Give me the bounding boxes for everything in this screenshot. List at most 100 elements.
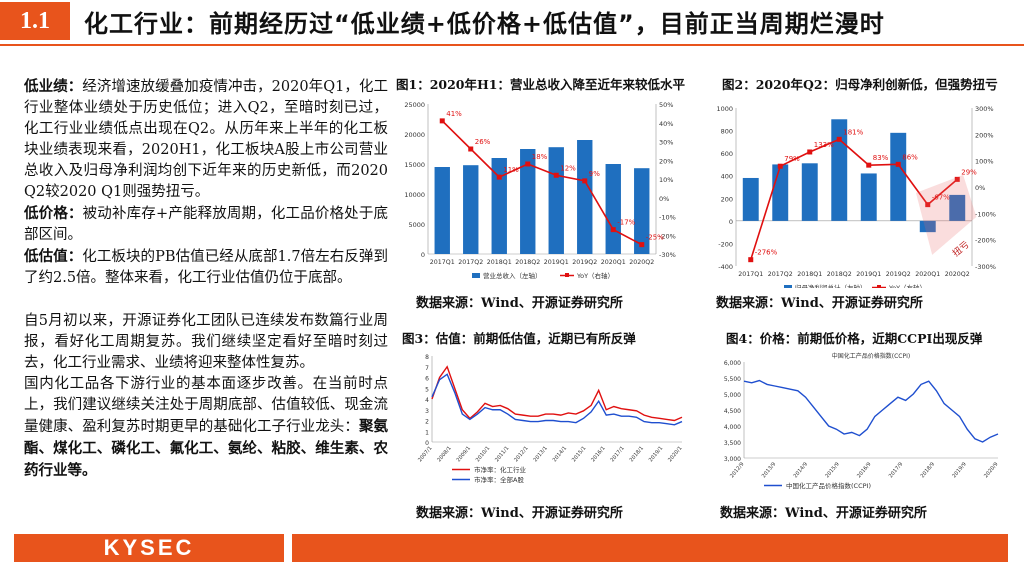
x-tick-label: 2017Q2 — [768, 271, 793, 278]
yoy-point — [836, 136, 842, 142]
chart-title: 中国化工产品价格指数(CCPI) — [832, 352, 910, 360]
yoy-point — [954, 176, 960, 182]
bar — [605, 164, 621, 254]
y-tick-label: 5 — [425, 386, 429, 393]
yoy-point — [777, 163, 783, 169]
bar — [919, 220, 936, 233]
y-tick-label: 4 — [425, 397, 429, 404]
x-tick-label: 2014/9 — [793, 461, 809, 479]
yoy-data-label: -67% — [932, 194, 950, 202]
bar — [742, 177, 759, 221]
yoy-data-label: 79% — [784, 155, 800, 163]
series-line — [431, 373, 683, 426]
fig4-chart: 中国化工产品价格指数(CCPI) 3,000 3,500 4,000 4,500 5,00… — [724, 352, 1000, 490]
yoy-point — [496, 174, 502, 180]
y2-tick-label: -30% — [659, 251, 676, 259]
legend-marker-line — [877, 285, 881, 288]
x-tick-label: 2015/9 — [824, 461, 840, 479]
x-tick-label: 2018Q1 — [797, 271, 822, 278]
bar — [890, 132, 907, 221]
x-tick-label: 2019Q2 — [886, 271, 911, 278]
y2-tick-label: 0% — [975, 184, 985, 192]
y2-tick-label: -10% — [659, 214, 676, 222]
fig2-title: 图2：2020年Q2：归母净利创新低，但强势扭亏 — [722, 77, 998, 92]
bar — [831, 119, 848, 221]
y-tick-label: 5,000 — [724, 392, 741, 399]
yoy-data-label: 86% — [902, 153, 918, 161]
yoy-data-label: 29% — [961, 168, 977, 176]
yoy-data-label: -25% — [646, 234, 664, 242]
y-tick-label: 2 — [425, 419, 429, 426]
x-tick-label: 2020/9 — [983, 461, 999, 479]
y-tick-label: 25000 — [404, 101, 425, 109]
bar — [491, 158, 507, 254]
x-tick-label: 2018/1 — [629, 445, 645, 463]
bar — [634, 168, 650, 254]
y-tick-label: 10000 — [404, 191, 425, 199]
y2-tick-label: 50% — [659, 101, 673, 109]
x-tick-label: 2020Q2 — [945, 271, 970, 278]
y-tick-label: -200 — [718, 240, 733, 248]
yoy-data-label: 133% — [814, 141, 834, 149]
y2-tick-label: 0% — [659, 195, 669, 203]
x-tick-label: 2018/9 — [920, 461, 936, 479]
legend-label: 市净率：全部A股 — [474, 475, 524, 484]
x-tick-label: 2008/1 — [436, 445, 452, 463]
y-tick-label: -400 — [718, 263, 733, 271]
y2-tick-label: -300% — [975, 263, 996, 271]
yoy-line — [441, 120, 643, 246]
x-tick-label: 2018Q2 — [515, 259, 540, 266]
x-tick-label: 2019Q2 — [572, 259, 597, 266]
x-tick-label: 2018Q1 — [487, 259, 512, 266]
x-tick-label: 2009/1 — [456, 445, 472, 463]
y2-tick-label: 10% — [659, 176, 673, 184]
header: 1.1 化工行业：前期经历过“低业绩+低价格+低估值”，目前正当周期烂漫时 — [0, 0, 1024, 46]
legend-swatch-bar — [784, 285, 792, 288]
bar — [520, 149, 536, 254]
x-tick-label: 2007/1 — [417, 445, 433, 463]
yoy-data-label: 12% — [560, 164, 576, 172]
y2-tick-label: 100% — [975, 158, 994, 166]
x-tick-label: 2017Q2 — [458, 259, 483, 266]
x-tick-label: 2016/9 — [856, 461, 872, 479]
y2-tick-label: 20% — [659, 157, 673, 165]
y2-tick-label: 200% — [975, 131, 994, 139]
footer: KYSEC — [0, 534, 1024, 562]
x-tick-label: 2019Q1 — [544, 259, 569, 266]
yoy-data-label: -17% — [617, 219, 635, 227]
yoy-line — [749, 138, 958, 260]
y-tick-label: 6,000 — [724, 360, 741, 367]
y-tick-label: 0 — [729, 218, 733, 226]
x-tick-label: 2013/9 — [761, 461, 777, 479]
y-tick-label: 800 — [721, 128, 733, 136]
y-tick-label: 200 — [721, 195, 733, 203]
y-tick-label: 3 — [425, 408, 429, 415]
footer-bar — [292, 534, 1008, 562]
yoy-point — [866, 162, 872, 168]
y2-tick-label: 300% — [975, 105, 994, 113]
header-divider — [0, 44, 1024, 46]
legend-label-bar: 归母净利润总计（左轴） — [795, 283, 867, 288]
fig3-title: 图3：估值：前期低估值，近期已有所反弹 — [402, 331, 636, 346]
yoy-data-label: 11% — [503, 166, 519, 174]
x-tick-label: 2019/9 — [951, 461, 967, 479]
legend-label-line: YoY（右轴） — [888, 283, 926, 288]
x-tick-label: 2014/1 — [552, 445, 568, 463]
yoy-point — [610, 227, 616, 233]
y-tick-label: 15000 — [404, 161, 425, 169]
page-title: 化工行业：前期经历过“低业绩+低价格+低估值”，目前正当周期烂漫时 — [84, 10, 885, 38]
x-tick-label: 2020/1 — [667, 445, 683, 463]
yoy-point — [925, 202, 931, 208]
x-tick-label: 2010/1 — [475, 445, 491, 463]
paragraph-recommendation: 国内化工品各下游行业的基本面逐步改善。在当前时点上，我们建议继续关注处于周期底部… — [24, 374, 388, 482]
legend-marker-line — [565, 273, 569, 277]
fig4-source: 数据来源：Wind、开源证券研究所 — [720, 506, 927, 521]
y-tick-label: 1 — [425, 429, 429, 436]
x-tick-label: 2016/1 — [590, 445, 606, 463]
yoy-data-label: -276% — [755, 249, 778, 257]
bar — [772, 164, 789, 221]
x-tick-label: 2017Q1 — [430, 259, 455, 266]
kysec-logo: KYSEC — [14, 534, 284, 562]
yoy-point — [439, 118, 445, 124]
